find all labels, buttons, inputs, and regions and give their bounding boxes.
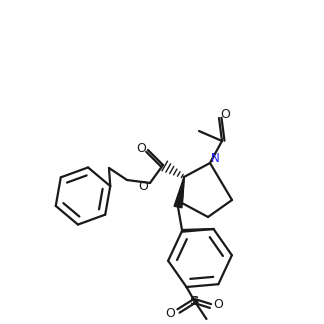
- Text: O: O: [138, 179, 148, 192]
- Text: O: O: [166, 307, 175, 319]
- Text: O: O: [214, 297, 224, 310]
- Polygon shape: [174, 177, 184, 208]
- Text: O: O: [136, 142, 146, 155]
- Text: S: S: [190, 295, 199, 307]
- Text: N: N: [211, 152, 219, 165]
- Text: O: O: [220, 108, 230, 121]
